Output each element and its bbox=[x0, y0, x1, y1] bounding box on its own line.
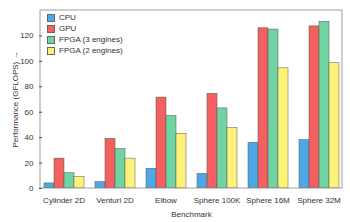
svg-text:Sphere 32M: Sphere 32M bbox=[297, 196, 341, 205]
html-text:GPU: GPU bbox=[59, 24, 77, 33]
html-text:FPGA (2 engines): FPGA (2 engines) bbox=[59, 46, 123, 55]
svg-text:Venturi 2D: Venturi 2D bbox=[96, 196, 134, 205]
svg-text:Benchmark: Benchmark bbox=[171, 210, 212, 219]
svg-text:Sphere 16M: Sphere 16M bbox=[246, 196, 290, 205]
svg-text:100: 100 bbox=[20, 57, 34, 66]
svg-text:120: 120 bbox=[20, 31, 34, 40]
svg-text:Sphere 100K: Sphere 100K bbox=[194, 196, 241, 205]
svg-text:40: 40 bbox=[25, 133, 34, 142]
html-text:FPGA (3 engines): FPGA (3 engines) bbox=[59, 35, 123, 44]
svg-text:Performance (GFLOPS) →: Performance (GFLOPS) → bbox=[11, 51, 20, 147]
svg-text:Elbow: Elbow bbox=[155, 196, 177, 205]
html-text:CPU: CPU bbox=[59, 13, 76, 22]
svg-text:Cylinder 2D: Cylinder 2D bbox=[43, 196, 85, 205]
svg-text:20: 20 bbox=[25, 159, 34, 168]
svg-text:0: 0 bbox=[29, 184, 34, 193]
svg-text:80: 80 bbox=[25, 82, 34, 91]
svg-text:60: 60 bbox=[25, 108, 34, 117]
